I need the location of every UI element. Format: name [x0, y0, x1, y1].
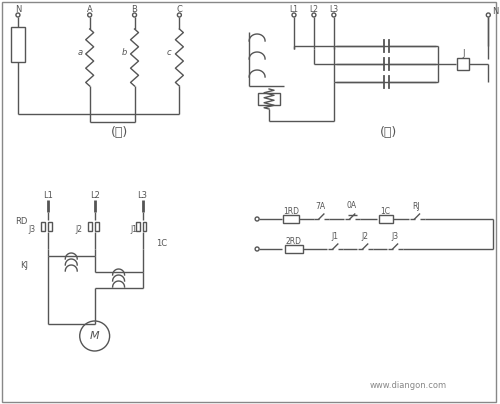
Text: 2RD: 2RD	[286, 236, 302, 246]
Bar	[142, 221, 146, 231]
Bar	[136, 221, 140, 231]
Text: A: A	[87, 4, 92, 13]
Text: RJ: RJ	[412, 202, 420, 211]
Text: J2: J2	[361, 232, 368, 241]
Text: 0A: 0A	[346, 201, 357, 210]
Text: M: M	[90, 331, 100, 341]
Text: N: N	[492, 6, 498, 15]
Bar	[94, 221, 98, 231]
Text: N: N	[15, 4, 21, 13]
Text: 1C: 1C	[380, 206, 390, 215]
Bar	[258, 93, 280, 105]
Text: KJ: KJ	[20, 261, 28, 271]
Text: J3: J3	[29, 225, 36, 234]
Text: J: J	[462, 50, 464, 59]
Text: (左): (左)	[111, 126, 128, 139]
Text: L2: L2	[90, 191, 100, 200]
Bar	[458, 58, 469, 70]
Text: J2: J2	[76, 225, 82, 234]
Bar	[41, 221, 45, 231]
Text: L3: L3	[330, 4, 338, 13]
Text: L1: L1	[43, 191, 53, 200]
Text: L1: L1	[290, 4, 298, 13]
Bar	[285, 245, 303, 253]
Text: a: a	[77, 48, 82, 57]
Bar	[88, 221, 92, 231]
Bar	[11, 27, 25, 61]
Bar	[283, 215, 299, 223]
Text: c: c	[167, 48, 172, 57]
Bar	[378, 215, 392, 223]
Text: L2: L2	[310, 4, 318, 13]
Text: B: B	[132, 4, 138, 13]
Text: J1: J1	[332, 232, 338, 241]
Text: C: C	[176, 4, 182, 13]
Text: RD: RD	[16, 217, 28, 225]
Text: 1RD: 1RD	[283, 206, 299, 215]
Text: (右): (右)	[380, 126, 398, 139]
Text: L3: L3	[138, 191, 147, 200]
Text: 7A: 7A	[316, 202, 326, 211]
Text: 1C: 1C	[156, 240, 168, 248]
Text: J3: J3	[391, 232, 398, 241]
Bar	[48, 221, 52, 231]
Text: www.diangon.com: www.diangon.com	[370, 381, 447, 391]
Text: J1: J1	[130, 225, 138, 234]
Text: b: b	[122, 48, 128, 57]
